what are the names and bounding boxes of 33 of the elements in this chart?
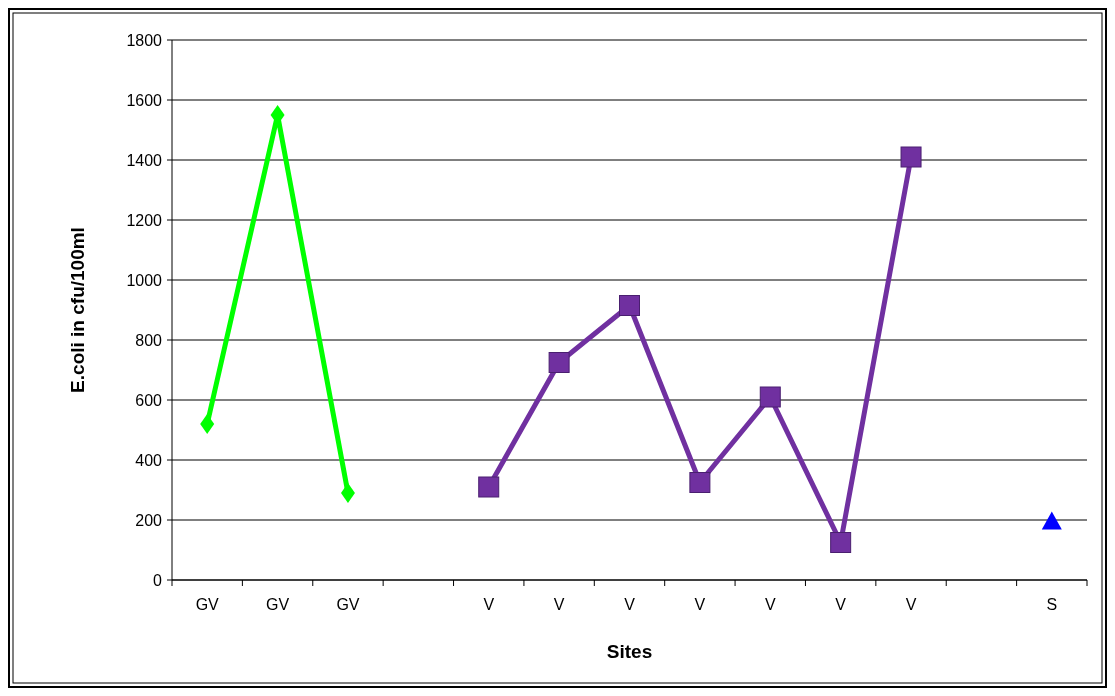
y-tick-label: 200 bbox=[135, 511, 163, 529]
point bbox=[900, 146, 922, 168]
point bbox=[759, 386, 781, 408]
x-tick-label: GV bbox=[266, 596, 290, 613]
y-axis-title: E.coli in cfu/100ml bbox=[67, 227, 88, 393]
y-tick-label: 1200 bbox=[126, 211, 163, 229]
y-tick-label: 600 bbox=[135, 391, 163, 409]
y-tick-label: 800 bbox=[135, 331, 163, 349]
point bbox=[830, 532, 852, 553]
x-tick-label: V bbox=[835, 596, 847, 613]
x-tick-label: S bbox=[1046, 596, 1058, 613]
y-tick-label: 1600 bbox=[126, 91, 163, 109]
point bbox=[478, 476, 500, 498]
x-tick-label: V bbox=[905, 596, 917, 613]
y-tick-label: 400 bbox=[135, 451, 163, 469]
point bbox=[200, 414, 215, 434]
point bbox=[340, 483, 355, 503]
x-tick-label: V bbox=[553, 596, 565, 613]
x-axis-title: Sites bbox=[606, 641, 653, 662]
y-tick-label: 1000 bbox=[126, 271, 163, 289]
x-tick-label: V bbox=[483, 596, 495, 613]
point bbox=[548, 352, 570, 373]
x-tick-label: V bbox=[764, 596, 776, 613]
y-tick-label: 0 bbox=[153, 571, 163, 589]
x-tick-label: V bbox=[624, 596, 636, 613]
x-tick-label: GV bbox=[336, 596, 360, 613]
point bbox=[619, 295, 640, 316]
y-tick-label: 1400 bbox=[126, 151, 163, 169]
point bbox=[1041, 511, 1062, 530]
y-tick-label: 1800 bbox=[126, 31, 163, 49]
x-tick-label: V bbox=[694, 596, 706, 613]
x-tick-label: GV bbox=[195, 596, 220, 613]
point bbox=[689, 472, 711, 493]
